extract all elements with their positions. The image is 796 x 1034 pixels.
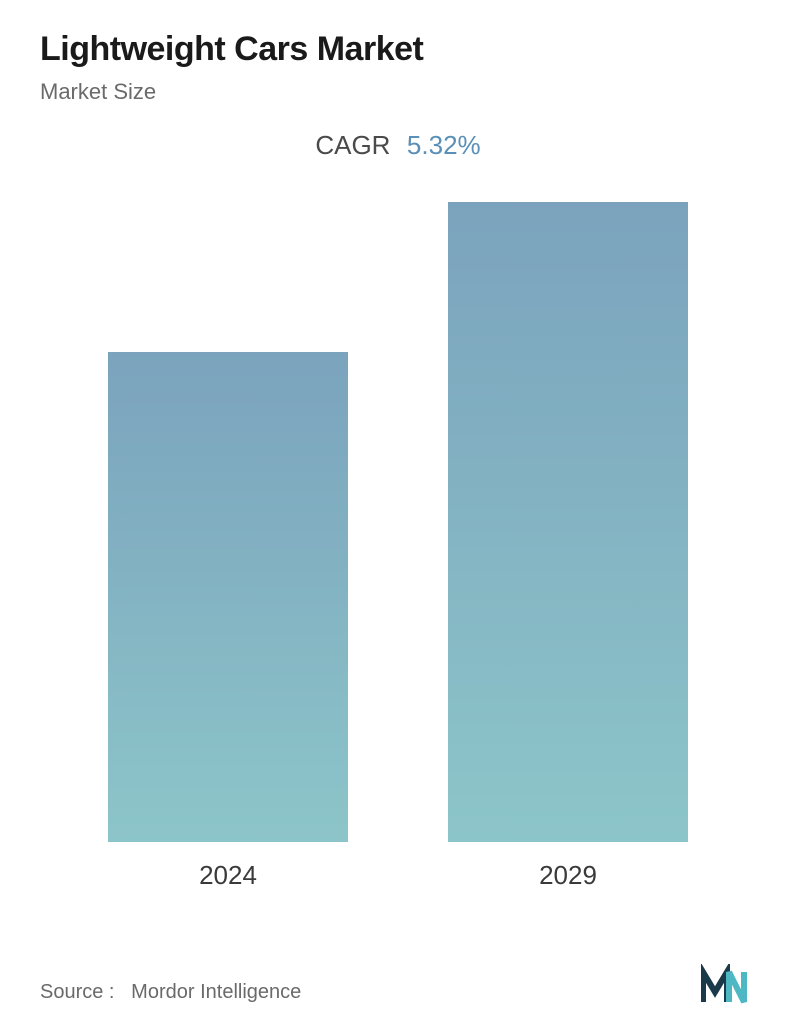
bar-group: 2024 [108,352,348,891]
cagr-value: 5.32% [407,130,481,160]
bar-2029 [448,202,688,842]
chart-title: Lightweight Cars Market [40,30,756,69]
cagr-label: CAGR [315,130,390,160]
source-label: Source : [40,981,114,1003]
source-attribution: Source : Mordor Intelligence [40,981,301,1004]
chart-footer: Source : Mordor Intelligence [40,964,756,1004]
mordor-logo-icon [701,964,756,1004]
bar-group: 2029 [448,202,688,891]
source-name: Mordor Intelligence [131,981,301,1003]
cagr-row: CAGR 5.32% [40,130,756,161]
bar-chart: 2024 2029 [40,211,756,891]
chart-subtitle: Market Size [40,79,756,105]
bar-label: 2024 [199,860,257,891]
bar-2024 [108,352,348,842]
bar-label: 2029 [539,860,597,891]
